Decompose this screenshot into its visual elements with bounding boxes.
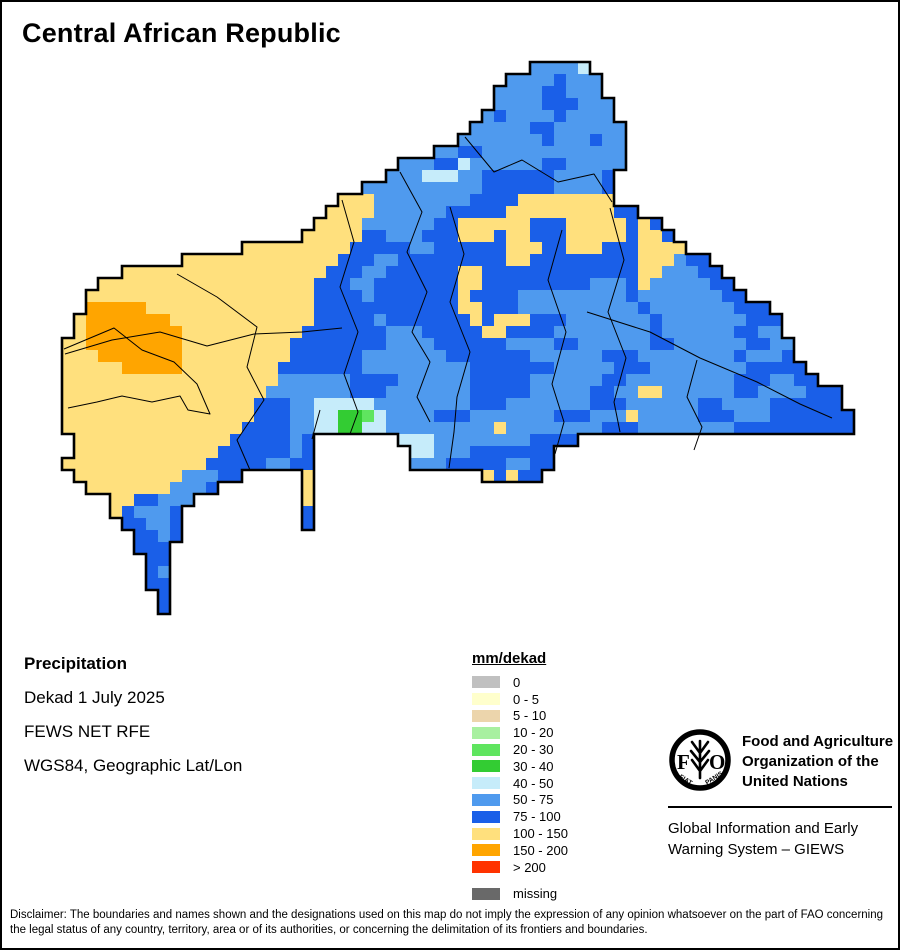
legend-item: 100 - 150: [472, 825, 568, 842]
admin-boundary: [63, 327, 211, 415]
fao-block: F O FIAT PANIS Food and Agriculture Orga…: [668, 726, 894, 860]
admin-boundary: [64, 327, 343, 355]
legend-item: > 200: [472, 859, 568, 876]
legend-item: 30 - 40: [472, 758, 568, 775]
info-source: FEWS NET RFE: [24, 722, 151, 741]
legend-label: 0: [513, 674, 521, 690]
info-projection: WGS84, Geographic Lat/Lon: [24, 756, 243, 775]
legend-swatch: [472, 709, 500, 722]
legend-label: > 200: [513, 859, 546, 875]
svg-text:F: F: [677, 750, 690, 774]
legend-swatch: [472, 844, 500, 857]
legend-label: 40 - 50: [513, 775, 554, 791]
legend-item: 150 - 200: [472, 842, 568, 859]
legend-swatch: [472, 726, 500, 739]
precipitation-map: [60, 60, 856, 616]
legend-label: 30 - 40: [513, 758, 554, 774]
legend-swatch: [472, 693, 500, 706]
legend-item: 40 - 50: [472, 775, 568, 792]
legend-swatch: [472, 887, 500, 900]
legend-label: 10 - 20: [513, 725, 554, 741]
legend-label: 20 - 30: [513, 742, 554, 758]
legend-item: 50 - 75: [472, 792, 568, 809]
admin-boundary: [464, 136, 613, 203]
admin-boundary: [176, 273, 265, 471]
admin-boundary: [399, 171, 431, 423]
legend-item: 20 - 30: [472, 741, 568, 758]
fao-org-name: Food and Agriculture Organization of the…: [742, 733, 894, 790]
legend-title: mm/dekad: [472, 650, 547, 667]
legend-swatch: [472, 777, 500, 790]
fao-divider: [668, 806, 892, 808]
info-dekad: Dekad 1 July 2025: [24, 688, 165, 707]
legend-label: 5 - 10: [513, 708, 547, 724]
legend-label: 50 - 75: [513, 792, 554, 808]
legend-swatch: [472, 676, 500, 689]
legend-item: 0 - 5: [472, 691, 568, 708]
legend-item: 5 - 10: [472, 708, 568, 725]
admin-boundary: [586, 311, 833, 419]
admin-boundary: [448, 206, 471, 469]
legend-swatch: [472, 861, 500, 874]
legend-swatch: [472, 793, 500, 806]
legend-label: 75 - 100: [513, 809, 561, 825]
giews-label: Global Information and Early Warning Sys…: [668, 820, 859, 858]
svg-text:O: O: [709, 750, 725, 774]
map-info-block: Precipitation Dekad 1 July 2025 FEWS NET…: [24, 654, 242, 790]
admin-boundary: [547, 229, 567, 455]
legend-item: 75 - 100: [472, 808, 568, 825]
info-heading: Precipitation: [24, 654, 127, 673]
admin-boundary: [607, 207, 627, 433]
admin-boundary: [686, 359, 703, 451]
legend-item: 10 - 20: [472, 724, 568, 741]
legend-swatch: [472, 760, 500, 773]
fao-logo-icon: F O FIAT PANIS: [669, 729, 731, 791]
legend-item: missing: [472, 886, 568, 903]
admin-boundary: [339, 199, 359, 435]
legend-item: 0: [472, 674, 568, 691]
legend-swatch: [472, 743, 500, 756]
legend-swatch: [472, 810, 500, 823]
legend-label: missing: [513, 886, 558, 902]
legend-label: 100 - 150: [513, 826, 568, 842]
legend-label: 150 - 200: [513, 842, 568, 858]
legend-label: 0 - 5: [513, 691, 540, 707]
disclaimer-text: Disclaimer: The boundaries and names sho…: [10, 909, 884, 936]
country-outline: [60, 60, 856, 616]
page-title: Central African Republic: [22, 18, 341, 48]
legend-swatch: [472, 827, 500, 840]
